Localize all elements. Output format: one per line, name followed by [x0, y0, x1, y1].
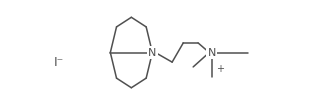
- Text: I⁻: I⁻: [54, 56, 64, 69]
- Text: N: N: [207, 48, 216, 58]
- Text: +: +: [216, 64, 224, 74]
- Text: N: N: [148, 48, 157, 58]
